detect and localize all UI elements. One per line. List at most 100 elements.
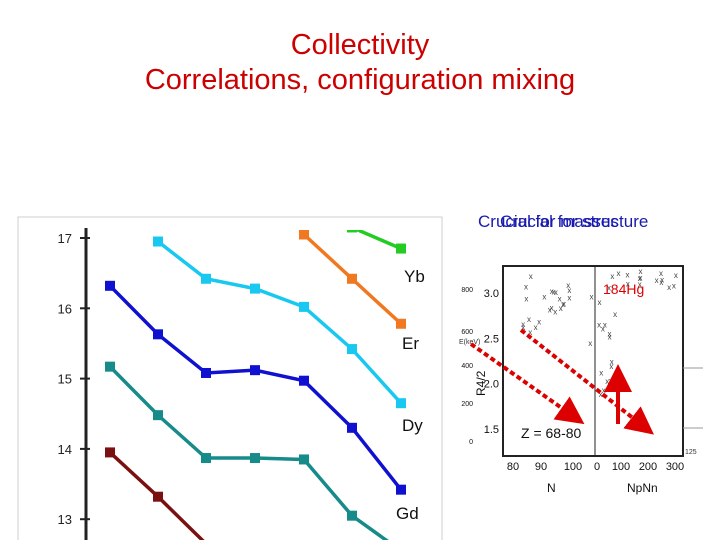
inset-point: x [610, 358, 614, 367]
inset-xlabel-left: N [547, 481, 556, 495]
inset-point: x [608, 333, 612, 342]
inset-point: x [558, 294, 562, 303]
data-point [153, 236, 163, 247]
inset-point: x [609, 377, 613, 386]
inset-point: x [660, 275, 664, 284]
y-tick-group: 17 16 15 14 13 [58, 231, 90, 527]
inset-ylabel: R4/2 [474, 370, 488, 396]
inset-ticks: 3.0 2.5 2.0 1.5 800 600 400 200 0 80 90 100 0 100 200 3… [461, 287, 684, 473]
inset-point: x [554, 288, 558, 297]
data-point [396, 243, 406, 254]
data-point [201, 367, 211, 378]
inset-point: x [667, 283, 671, 292]
data-point [250, 453, 260, 464]
inset-point: x [638, 280, 642, 289]
inset-point: x [542, 292, 546, 301]
data-point [299, 301, 309, 312]
inset-point: x [625, 271, 629, 280]
inset-point: x [655, 276, 659, 285]
inset-point: x [590, 292, 594, 301]
inset-outer-y-tick: 400 [461, 363, 473, 370]
inset-point: x [528, 328, 532, 337]
inset-point: x [597, 298, 601, 307]
inset-point: x [529, 272, 533, 281]
inset-point: x [527, 315, 531, 324]
y-tick-label: 16 [58, 301, 72, 316]
data-point [153, 491, 163, 502]
data-point [153, 329, 163, 340]
inset-point: x [607, 284, 611, 293]
inset-x-tick-label: 100 [612, 461, 630, 473]
inset-point: x [674, 271, 678, 280]
inset-point: x [599, 368, 603, 377]
data-point [250, 283, 260, 294]
arrow-masses-trend [469, 342, 585, 425]
y-tick-label: 13 [58, 512, 72, 527]
y-tick-label: 17 [58, 231, 72, 246]
inset-point: x [553, 307, 557, 316]
data-point [396, 398, 406, 409]
inset-point: x [548, 306, 552, 315]
data-point [396, 318, 406, 329]
inset-x-tick-label: 0 [594, 461, 600, 473]
inset-outer-y-tick: 800 [461, 287, 473, 294]
inset-point: x [659, 278, 663, 287]
inset-point: x [567, 286, 571, 295]
series-line [156, 240, 403, 405]
inset-y-tick-label: 2.5 [484, 333, 499, 345]
data-point [396, 484, 406, 495]
data-point [299, 454, 309, 465]
inset-point: x [608, 330, 612, 339]
inset-point: x [639, 274, 643, 283]
inset-y-tick-label: 2.0 [484, 379, 499, 391]
inset-point: x [638, 274, 642, 283]
data-point [347, 422, 357, 433]
data-point [105, 280, 115, 291]
data-point [347, 230, 357, 233]
data-point [153, 410, 163, 421]
inset-x-tick-label: 200 [639, 461, 657, 473]
inset-y-tick-label: 3.0 [484, 288, 499, 300]
inset-title: 184Hg [603, 281, 644, 297]
slide-title: Collectivity Correlations, configuration… [0, 28, 720, 98]
series-points [105, 230, 406, 521]
inset-point: x [561, 300, 565, 309]
series-label: Yb [404, 267, 425, 286]
title-line-2: Correlations, configuration mixing [144, 64, 576, 96]
overlay-label-structure: Crucial for structure [500, 212, 649, 231]
inset-point: x [603, 320, 607, 329]
inset-point: x [550, 287, 554, 296]
series-label: Gd [396, 504, 419, 523]
data-point [299, 375, 309, 386]
inset-point: x [672, 281, 676, 290]
inset-y-tick-label: 1.5 [484, 424, 499, 436]
inset-x-tick-label: 300 [666, 461, 684, 473]
inset-point: x [639, 267, 643, 276]
series-line [353, 230, 402, 251]
inset-xlabel-right: NpNn [627, 481, 658, 495]
inset-x-tick-label: 100 [564, 461, 582, 473]
data-point [201, 453, 211, 464]
data-point [347, 344, 357, 355]
series-labels: Yb Er Dy Gd [396, 267, 425, 523]
inset-point: x [601, 324, 605, 333]
inset-annotation: Z = 68-80 [521, 425, 582, 441]
inset-x-tick-label: 90 [535, 461, 547, 473]
inset-point: x [559, 304, 563, 313]
overlay-caption: Crucial for masses Crucial for structure [474, 212, 684, 240]
inset-point: x [602, 386, 606, 395]
data-point [105, 447, 115, 458]
y-tick-label: 14 [58, 442, 72, 457]
inset-point: x [613, 310, 617, 319]
data-point [250, 365, 260, 376]
inset-outer-y-tick: 0 [469, 439, 473, 446]
inset-point: x [588, 339, 592, 348]
inset-point: x [562, 300, 566, 309]
inset-point: x [524, 282, 528, 291]
inset-point: x [534, 323, 538, 332]
series-label: Er [402, 334, 419, 353]
inset-point: x [659, 269, 663, 278]
